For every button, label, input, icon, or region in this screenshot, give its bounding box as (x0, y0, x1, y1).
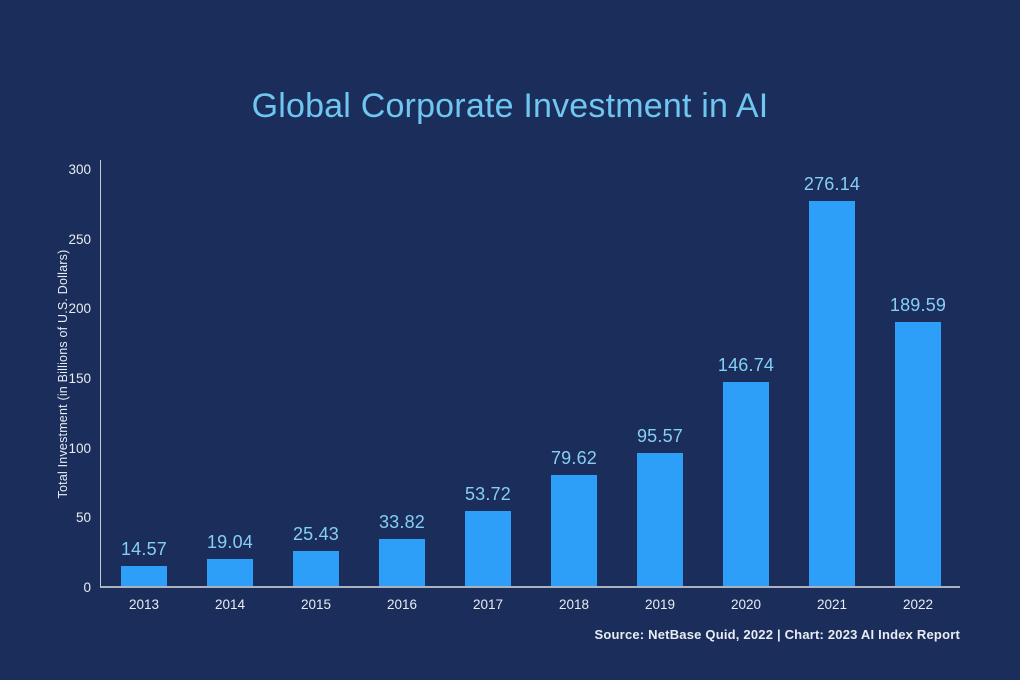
bar-value-label: 79.62 (550, 448, 598, 469)
bar-group: 79.62 2018 (531, 448, 617, 612)
bar-group: 33.82 2016 (359, 511, 445, 612)
source-note: Source: NetBase Quid, 2022 | Chart: 2023… (594, 627, 960, 642)
bar (895, 321, 941, 586)
bar-value-label: 95.57 (636, 425, 684, 446)
x-tick-label: 2019 (644, 597, 676, 612)
x-tick-label: 2022 (902, 597, 934, 612)
y-tick-label: 50 (75, 510, 91, 526)
y-tick-label: 0 (83, 580, 91, 595)
bar-group: 25.43 2015 (273, 523, 359, 612)
bar-value-label: 33.82 (378, 511, 426, 532)
x-tick-label: 2017 (472, 597, 504, 612)
x-tick-label: 2018 (558, 597, 590, 612)
bar (637, 452, 683, 586)
bar-value-label: 14.57 (120, 538, 168, 559)
bar-group: 53.72 2017 (445, 484, 531, 612)
bar-value-label: 53.72 (464, 484, 512, 505)
bar (121, 565, 167, 586)
y-tick-label: 100 (68, 440, 91, 456)
bar-value-label: 19.04 (206, 532, 254, 553)
bar-group: 146.74 2020 (703, 354, 789, 612)
y-tick-label: 150 (68, 371, 91, 386)
bar (551, 475, 597, 586)
bar (379, 538, 425, 586)
y-tick-label: 300 (68, 162, 91, 177)
x-tick-label: 2013 (128, 597, 160, 612)
x-tick-label: 2016 (386, 597, 418, 612)
bar-group: 14.57 2013 (101, 538, 187, 612)
chart-title: Global Corporate Investment in AI (251, 87, 769, 125)
bar-value-label: 276.14 (803, 174, 861, 195)
bar-group: 95.57 2019 (617, 425, 703, 612)
x-tick-label: 2015 (300, 597, 332, 612)
bar-group: 276.14 2021 (789, 174, 875, 612)
bar-group: 189.59 2022 (875, 294, 961, 612)
plot-area: 0 50 100 150 200 250 300 14.57 2013 19.04 2014 25.… (68, 160, 961, 612)
x-tick-label: 2014 (214, 597, 246, 612)
bar (809, 201, 855, 586)
bar-value-label: 146.74 (717, 354, 775, 375)
bar (207, 559, 253, 586)
bar-value-label: 25.43 (292, 523, 340, 544)
bar-value-label: 189.59 (889, 294, 947, 315)
y-tick-label: 200 (68, 301, 91, 317)
bar (293, 550, 339, 586)
bar (723, 381, 769, 586)
bar (465, 511, 511, 586)
x-tick-label: 2021 (816, 597, 848, 612)
y-tick-label: 250 (68, 231, 91, 247)
bars-row: 14.57 2013 19.04 2014 25.43 2015 33.82 2016 53.7… (101, 160, 961, 612)
x-tick-label: 2020 (730, 597, 762, 612)
bar-group: 19.04 2014 (187, 532, 273, 612)
